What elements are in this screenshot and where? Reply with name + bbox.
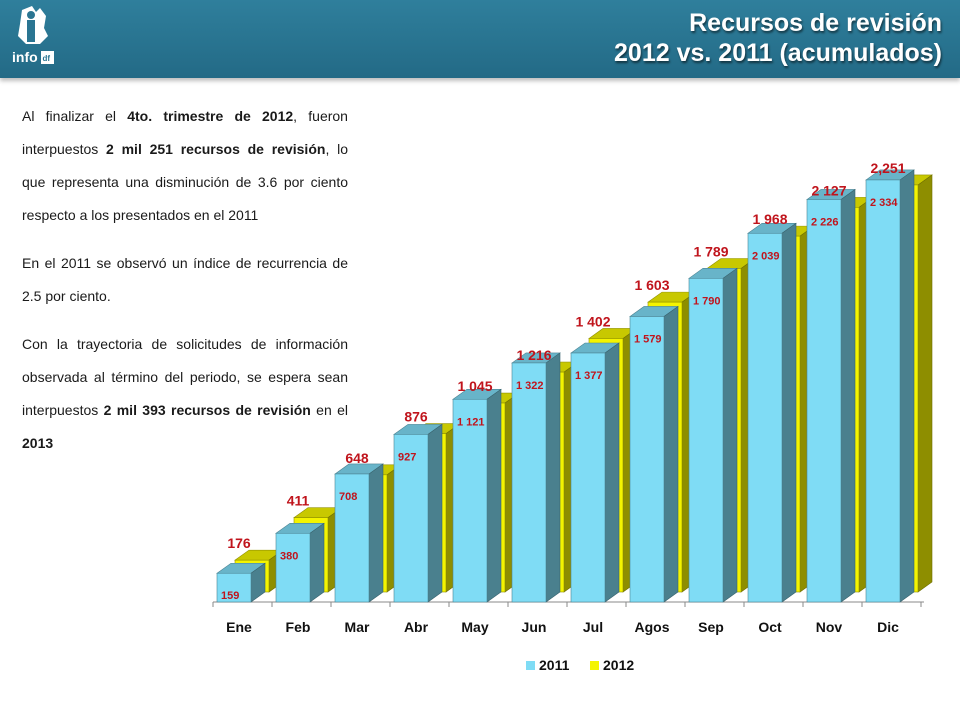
bar-2011-feb [275,532,311,603]
bar-2011-dic-side [899,169,915,603]
bar-2011-agos-side [663,305,679,603]
data-label-2012: 2 127 [811,182,846,198]
logo-suffix: df [43,54,51,63]
x-tick-label: Abr [404,619,429,635]
x-tick-label: Oct [758,619,782,635]
paragraph-3: Con la trayectoria de solicitudes de inf… [22,336,348,451]
data-label-2011: 2 039 [752,250,780,262]
legend-swatch-2011 [526,661,535,670]
bar-2011-abr [393,434,429,603]
summary-text: Al finalizar el 4to. trimestre de 2012, … [22,100,348,475]
data-label-2012: 2,251 [870,160,905,176]
data-label-2012: 176 [227,535,251,551]
data-label-2012: 411 [287,493,310,509]
x-tick-label: Feb [286,619,311,635]
bar-2011-oct-side [781,222,797,603]
bar-2011-may [452,398,488,603]
data-label-2012: 1 603 [634,277,669,293]
title-line-1: Recursos de revisión [689,9,942,37]
legend-swatch-2012 [590,661,599,670]
bar-2011-oct [747,232,783,603]
legend-label-2011: 2011 [539,657,570,673]
data-label-2011: 1 377 [575,370,603,382]
bar-2011-jun [511,362,547,603]
data-label-2011: 380 [280,550,298,562]
page-title: Recursos de revisión 2012 vs. 2011 (acum… [614,8,942,68]
data-label-2011: 1 790 [693,295,721,307]
x-tick-label: Sep [698,619,724,635]
x-tick-label: Dic [877,619,899,635]
data-label-2011: 2 334 [870,197,898,209]
x-tick-label: Mar [345,619,370,635]
bar-2011-jul-side [604,342,620,603]
infodf-logo-icon: info df [12,6,54,65]
bar-2011-mar [334,473,370,603]
bar-2012-dic-side [917,174,933,593]
x-tick-label: Agos [635,619,670,635]
data-label-2011: 1 121 [457,416,485,428]
data-label-2012: 648 [345,450,369,466]
bar-2011-mar-side [368,463,384,603]
data-label-2012: 1 045 [457,378,492,394]
bar-2011-ene [216,572,252,603]
bar-2011-nov [806,199,842,603]
bar-2011-jul [570,352,606,603]
x-tick-label: Ene [226,619,252,635]
data-label-2012: 1 216 [516,347,551,363]
bar-chart: 159 176 Ene 380 411 Feb 708 648 Mar 927 876 Abr 1 12… [212,160,933,673]
bar-2011-dic [865,179,901,603]
data-label-2012: 1 789 [693,243,728,259]
data-label-2011: 1 322 [516,380,544,392]
bar-2011-sep [688,278,724,603]
bar-2011-jun-side [545,352,561,603]
data-label-2011: 2 226 [811,216,839,228]
bar-2011-may-side [486,388,502,603]
data-label-2012: 1 968 [752,211,787,227]
bar-2011-feb-side [309,522,325,603]
data-label-2012: 1 402 [575,313,610,329]
paragraph-1: Al finalizar el 4to. trimestre de 2012, … [22,108,348,223]
header-bar: info df Recursos de revisión 2012 vs. 20… [0,0,960,78]
data-label-2011: 708 [339,491,357,503]
bar-2011-nov-side [840,188,856,603]
bar-2011-sep-side [722,267,738,603]
legend-label-2012: 2012 [603,657,634,673]
x-tick-label: May [461,619,488,635]
x-tick-label: Jun [522,619,547,635]
x-tick-label: Nov [816,619,843,635]
title-line-2: 2012 vs. 2011 (acumulados) [614,39,942,67]
x-tick-label: Jul [583,619,603,635]
data-label-2012: 876 [404,409,428,425]
bar-2011-agos [629,316,665,603]
data-label-2011: 1 579 [634,333,662,345]
paragraph-2: En el 2011 se observó un índice de recur… [22,255,348,304]
logo-text: info [12,49,38,65]
data-label-2011: 927 [398,451,416,463]
bar-2011-abr-side [427,423,443,603]
data-label-2011: 159 [221,590,239,602]
